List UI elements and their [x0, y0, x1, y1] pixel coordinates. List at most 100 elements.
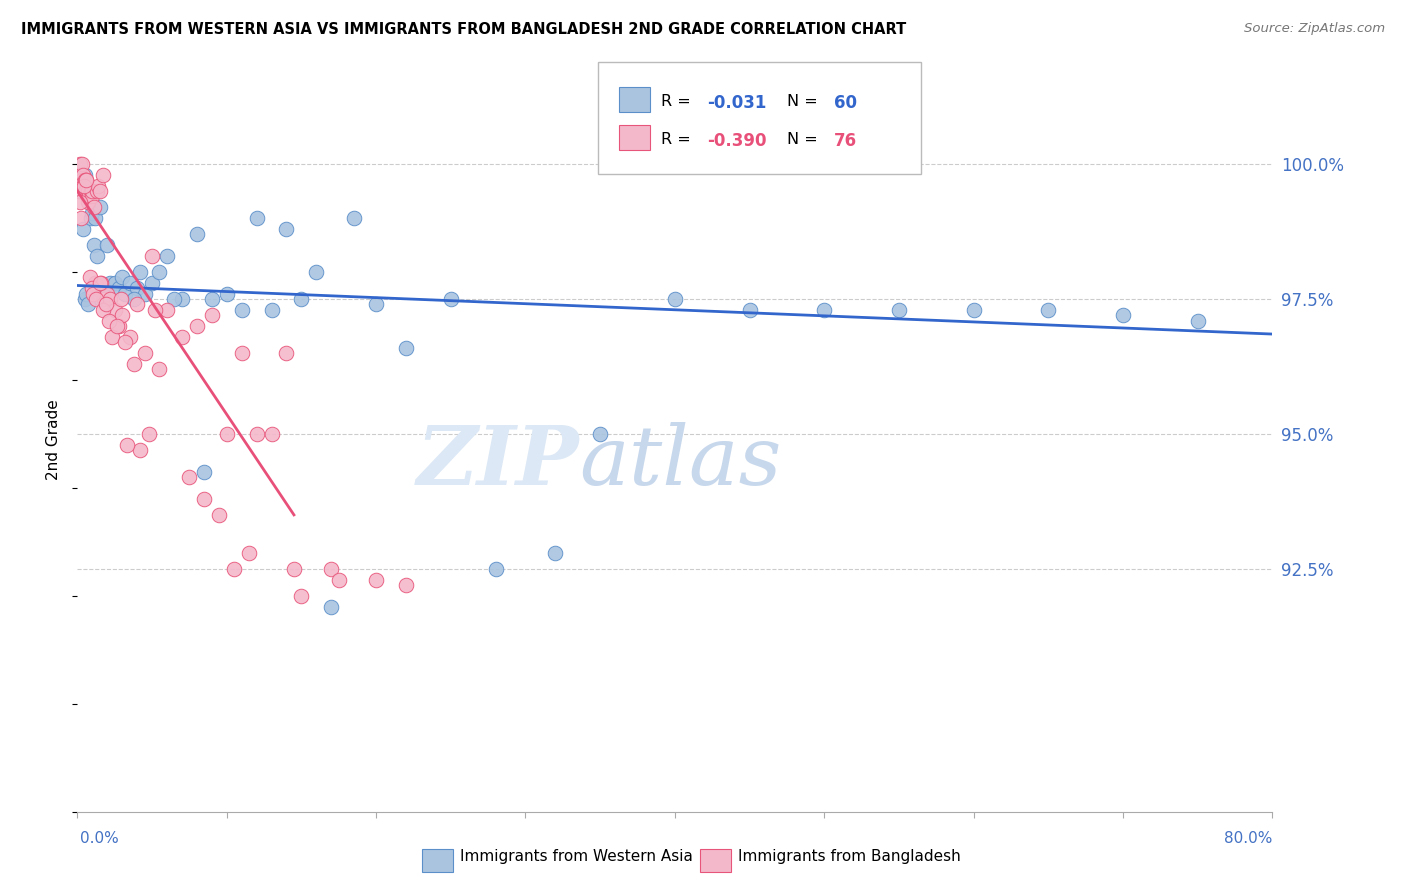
Point: [76, 184, 98, 198]
Point: [87, 281, 110, 295]
Point: [84, 211, 107, 225]
Text: 60: 60: [834, 94, 856, 112]
Point: [79, 189, 101, 203]
Point: [276, 222, 298, 236]
Point: [67, 184, 90, 198]
Point: [134, 286, 156, 301]
Point: [75, 184, 97, 198]
Point: [321, 599, 343, 614]
Point: [87, 178, 110, 193]
Point: [156, 249, 179, 263]
Point: [104, 276, 127, 290]
Point: [70, 173, 93, 187]
Text: Immigrants from Bangladesh: Immigrants from Bangladesh: [738, 849, 960, 864]
Point: [186, 318, 208, 333]
Point: [1112, 308, 1135, 322]
Point: [82, 286, 104, 301]
Point: [215, 426, 238, 441]
Point: [93, 292, 115, 306]
Text: Source: ZipAtlas.com: Source: ZipAtlas.com: [1244, 22, 1385, 36]
Point: [328, 573, 350, 587]
Point: [813, 302, 835, 317]
Point: [215, 286, 238, 301]
Point: [485, 562, 508, 576]
Point: [208, 508, 231, 522]
Point: [72, 222, 94, 236]
Point: [79, 270, 101, 285]
Point: [127, 297, 149, 311]
Point: [90, 292, 112, 306]
Point: [170, 292, 193, 306]
Point: [86, 184, 108, 198]
Point: [1038, 302, 1060, 317]
Point: [91, 286, 114, 301]
Point: [148, 362, 170, 376]
Point: [110, 292, 132, 306]
Text: 80.0%: 80.0%: [1225, 831, 1272, 847]
Point: [134, 346, 156, 360]
Point: [290, 292, 312, 306]
Point: [148, 265, 170, 279]
Text: -0.390: -0.390: [707, 132, 766, 150]
Text: ZIP: ZIP: [416, 422, 579, 501]
Point: [108, 281, 131, 295]
Point: [118, 276, 141, 290]
Point: [111, 270, 134, 285]
Point: [238, 546, 260, 560]
Point: [75, 173, 97, 187]
Point: [76, 297, 98, 311]
Point: [143, 302, 166, 317]
Text: N =: N =: [787, 94, 824, 109]
Point: [101, 330, 124, 344]
Point: [193, 465, 215, 479]
Point: [84, 292, 107, 306]
Point: [246, 426, 269, 441]
Point: [89, 200, 111, 214]
Point: [82, 189, 104, 203]
Point: [98, 292, 121, 306]
Point: [69, 194, 91, 209]
Point: [105, 318, 128, 333]
Point: [395, 341, 418, 355]
Text: 76: 76: [834, 132, 856, 150]
Point: [93, 302, 115, 317]
Point: [75, 286, 97, 301]
Point: [82, 184, 104, 198]
Point: [118, 330, 141, 344]
Point: [290, 589, 312, 603]
Point: [440, 292, 463, 306]
Point: [86, 249, 108, 263]
Point: [96, 297, 118, 311]
Point: [260, 302, 283, 317]
Point: [129, 265, 152, 279]
Point: [231, 302, 253, 317]
Point: [127, 281, 149, 295]
Point: [89, 184, 111, 198]
Point: [276, 346, 298, 360]
Text: 0.0%: 0.0%: [80, 831, 120, 847]
Point: [231, 346, 253, 360]
Point: [72, 178, 94, 193]
Point: [141, 276, 163, 290]
Text: Immigrants from Western Asia: Immigrants from Western Asia: [460, 849, 693, 864]
Point: [83, 238, 105, 252]
Point: [80, 281, 103, 295]
Point: [96, 238, 118, 252]
Point: [75, 173, 97, 187]
Point: [260, 426, 283, 441]
Point: [70, 157, 93, 171]
Text: -0.031: -0.031: [707, 94, 766, 112]
Point: [738, 302, 761, 317]
Text: R =: R =: [661, 132, 696, 147]
Point: [186, 227, 208, 242]
Point: [69, 168, 91, 182]
Point: [82, 205, 104, 219]
Point: [76, 194, 98, 209]
Point: [73, 173, 96, 187]
Y-axis label: 2nd Grade: 2nd Grade: [46, 399, 62, 480]
Point: [70, 173, 93, 187]
Point: [395, 578, 418, 592]
Point: [73, 292, 96, 306]
Point: [114, 286, 136, 301]
Point: [664, 292, 686, 306]
